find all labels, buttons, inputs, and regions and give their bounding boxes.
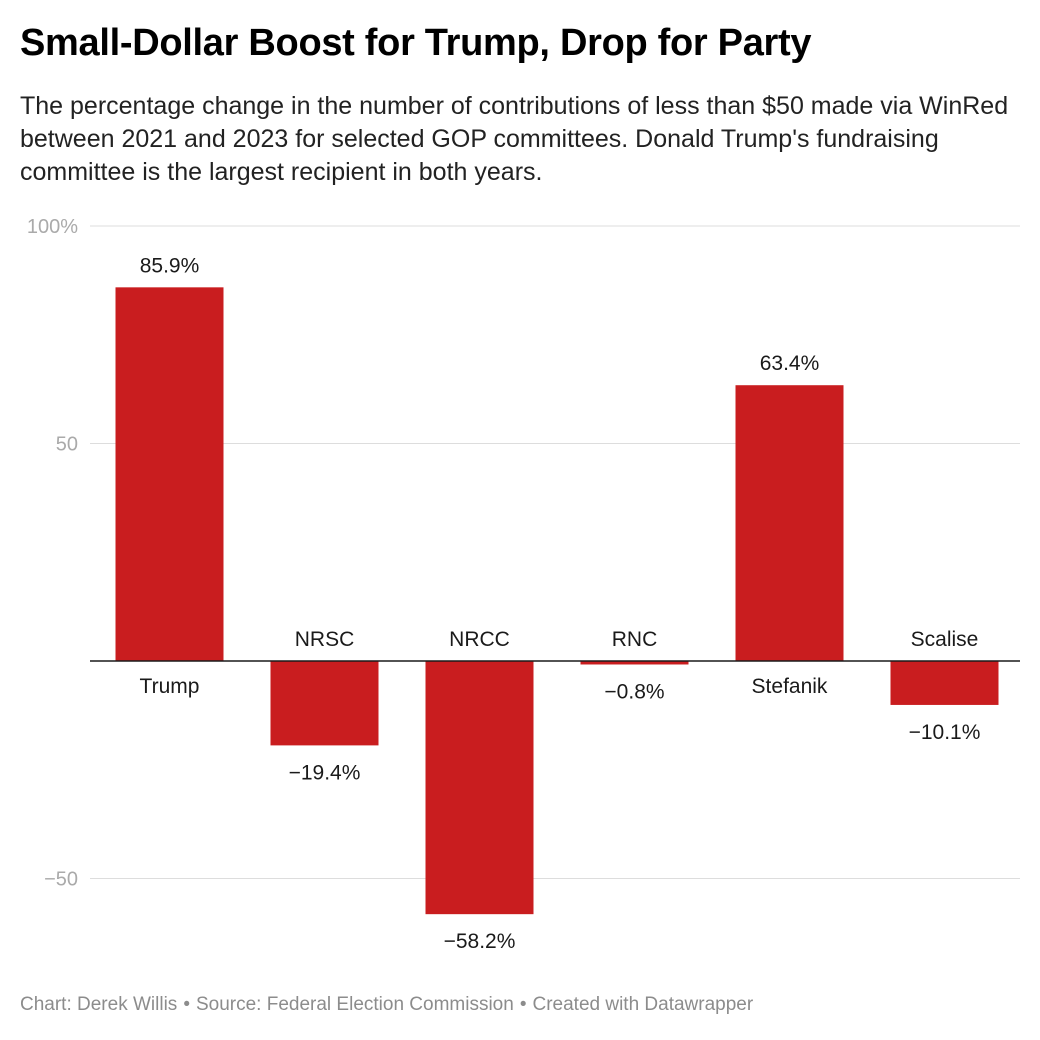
category-label: NRSC: [295, 628, 355, 651]
bar-scalise: [890, 661, 999, 705]
footer-tool: Created with Datawrapper: [532, 994, 754, 1015]
bar-nrcc: [425, 661, 534, 915]
value-label: −10.1%: [909, 721, 981, 744]
category-label: Stefanik: [752, 675, 828, 698]
category-label: RNC: [612, 628, 658, 651]
bar-nrsc: [270, 661, 379, 746]
value-label: −19.4%: [289, 761, 361, 784]
bar-rnc: [580, 661, 689, 665]
chart-subtitle: The percentage change in the number of c…: [20, 92, 1009, 186]
chart-footer: Chart: Derek Willis • Source: Federal Elec…: [20, 994, 753, 1016]
footer-source: Source: Federal Election Commission: [195, 994, 514, 1015]
category-label: Trump: [140, 675, 200, 698]
value-label: 85.9%: [140, 254, 200, 277]
bar-stefanik: [735, 385, 844, 661]
category-label: Scalise: [911, 628, 979, 651]
value-label: −58.2%: [444, 930, 516, 953]
category-label: NRCC: [449, 628, 510, 651]
bar-trump: [115, 287, 224, 661]
chart-title: Small-Dollar Boost for Trump, Drop for P…: [20, 22, 812, 64]
footer-credit: Chart: Derek Willis: [20, 994, 178, 1015]
y-tick-label: −50: [44, 869, 78, 891]
y-tick-label: 50: [56, 434, 78, 456]
footer-separator: •: [519, 994, 527, 1015]
value-label: 63.4%: [760, 352, 820, 375]
value-label: −0.8%: [604, 680, 664, 703]
bar-chart: 100% 50 −50 85.9% Trump −19.4% NRSC −58.2% NRCC −…: [27, 216, 1020, 953]
y-tick-label: 100%: [27, 216, 78, 238]
footer-separator: •: [183, 994, 190, 1015]
